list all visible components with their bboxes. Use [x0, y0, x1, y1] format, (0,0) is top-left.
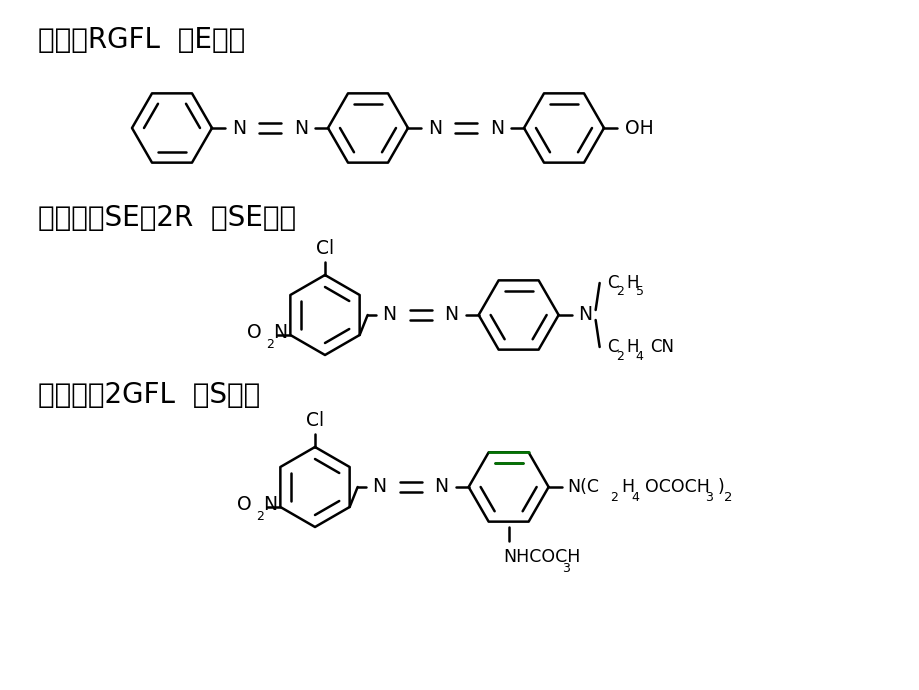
Text: N: N — [372, 477, 386, 497]
Text: 4: 4 — [635, 351, 643, 364]
Text: C: C — [606, 339, 618, 357]
Text: N: N — [434, 477, 448, 497]
Text: N: N — [382, 306, 396, 324]
Text: CN: CN — [649, 339, 673, 357]
Text: 2: 2 — [256, 511, 264, 524]
Text: N: N — [427, 119, 442, 137]
Text: 2: 2 — [723, 491, 732, 504]
Text: N: N — [444, 306, 459, 324]
Text: N: N — [293, 119, 308, 137]
Text: O: O — [247, 322, 261, 342]
Text: H: H — [626, 339, 639, 357]
Text: H: H — [621, 478, 634, 496]
Text: NHCOCH: NHCOCH — [503, 548, 581, 566]
Text: N(C: N(C — [567, 478, 599, 496]
Text: 4: 4 — [631, 491, 639, 504]
Text: 3: 3 — [562, 562, 569, 575]
Text: 分散黄RGFL  （E型）: 分散黄RGFL （E型） — [38, 26, 245, 54]
Text: 2: 2 — [267, 339, 274, 351]
Text: 2: 2 — [609, 491, 617, 504]
Text: C: C — [606, 273, 618, 291]
Text: OCOCH: OCOCH — [644, 478, 709, 496]
Text: ): ) — [717, 478, 723, 496]
Text: 分散红玉2GFL  （S型）: 分散红玉2GFL （S型） — [38, 381, 260, 409]
Text: N: N — [263, 495, 278, 513]
Text: 分散红玉SE－2R  （SE型）: 分散红玉SE－2R （SE型） — [38, 204, 296, 232]
Text: 2: 2 — [615, 286, 623, 299]
Text: N: N — [490, 119, 504, 137]
Text: OH: OH — [624, 119, 652, 137]
Text: H: H — [626, 273, 639, 291]
Text: Cl: Cl — [315, 239, 334, 257]
Text: N: N — [232, 119, 245, 137]
Text: 5: 5 — [635, 286, 643, 299]
Text: 3: 3 — [704, 491, 712, 504]
Text: N: N — [578, 306, 592, 324]
Text: O: O — [237, 495, 252, 513]
Text: Cl: Cl — [306, 411, 323, 429]
Text: N: N — [273, 322, 287, 342]
Text: 2: 2 — [615, 351, 623, 364]
